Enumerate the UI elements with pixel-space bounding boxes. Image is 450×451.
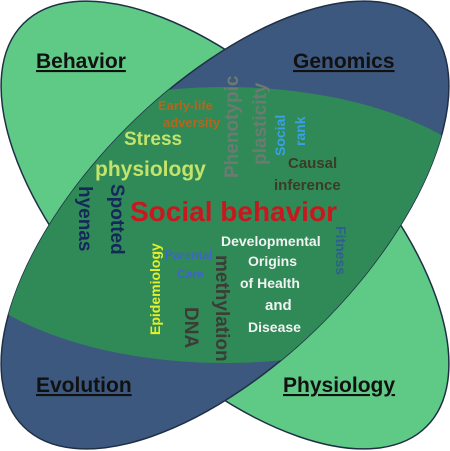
word-physiology: physiology <box>95 158 206 181</box>
word-and: and <box>265 297 292 314</box>
word-disease: Disease <box>248 319 301 335</box>
word-rank: rank <box>292 116 308 146</box>
word-origins: Origins <box>248 253 297 269</box>
word-early-life: Early-life <box>158 98 213 113</box>
label-genomics: Genomics <box>293 50 395 73</box>
word-adversity: adversity <box>163 115 221 130</box>
word-methylation: methylation <box>211 255 232 362</box>
word-spotted: Spotted <box>106 184 127 255</box>
word-of-health: of Health <box>240 275 300 291</box>
word-inference: inference <box>274 177 341 194</box>
word-phenotypic: Phenotypic <box>222 75 243 178</box>
label-evolution: Evolution <box>36 374 132 397</box>
word-care: Care <box>177 267 204 281</box>
word-social-behavior: Social behavior <box>130 196 337 227</box>
word-fitness: Fitness <box>333 226 349 275</box>
word-social: Social <box>272 115 288 156</box>
word-epidemiology: Epidemiology <box>147 243 163 335</box>
word-parental: Parental <box>165 248 212 262</box>
word-dna: DNA <box>180 307 201 348</box>
word-causal: Causal <box>288 155 337 172</box>
word-developmental: Developmental <box>221 233 321 249</box>
word-plasticity: plasticity <box>250 82 271 165</box>
word-hyenas: hyenas <box>74 186 95 251</box>
label-behavior: Behavior <box>36 50 126 73</box>
word-stress: Stress <box>124 129 182 150</box>
label-physiology: Physiology <box>283 374 395 397</box>
